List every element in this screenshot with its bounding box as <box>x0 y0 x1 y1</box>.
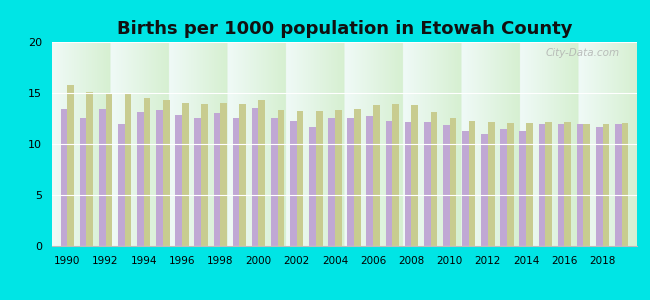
Bar <box>214 113 220 246</box>
Bar <box>60 109 68 246</box>
Bar <box>233 118 239 246</box>
Text: City-Data.com: City-Data.com <box>545 48 619 58</box>
Bar <box>405 122 411 246</box>
Bar <box>450 118 456 246</box>
Bar <box>347 118 354 246</box>
Bar <box>539 124 545 246</box>
Bar <box>603 124 609 246</box>
Bar <box>118 124 125 246</box>
Bar <box>86 92 93 246</box>
Bar <box>239 104 246 246</box>
Bar <box>507 123 514 246</box>
Bar <box>621 123 629 246</box>
Bar <box>290 121 296 246</box>
Bar <box>411 105 418 246</box>
Bar <box>385 121 393 246</box>
Bar <box>220 103 227 246</box>
Bar <box>99 109 105 246</box>
Bar <box>176 116 182 246</box>
Bar <box>163 100 170 246</box>
Bar <box>182 103 188 246</box>
Bar <box>596 127 603 246</box>
Bar <box>443 124 450 246</box>
Bar <box>462 131 469 246</box>
Bar <box>278 110 284 246</box>
Title: Births per 1000 population in Etowah County: Births per 1000 population in Etowah Cou… <box>117 20 572 38</box>
Bar <box>316 111 322 246</box>
Bar <box>430 112 437 246</box>
Bar <box>68 85 74 246</box>
Bar <box>328 118 335 246</box>
Bar <box>481 134 488 246</box>
Bar <box>584 124 590 246</box>
Bar <box>393 104 399 246</box>
Bar <box>469 121 475 246</box>
Bar <box>577 124 584 246</box>
Bar <box>271 118 278 246</box>
Bar <box>354 109 361 246</box>
Bar <box>296 111 304 246</box>
Bar <box>367 116 373 246</box>
Bar <box>80 118 86 246</box>
Bar <box>259 100 265 246</box>
Bar <box>424 122 430 246</box>
Bar <box>144 98 150 246</box>
Bar <box>156 110 163 246</box>
Bar <box>488 122 495 246</box>
Bar <box>500 129 507 246</box>
Bar <box>373 105 380 246</box>
Bar <box>526 123 533 246</box>
Bar <box>558 124 564 246</box>
Bar <box>137 112 144 246</box>
Bar <box>201 104 208 246</box>
Bar <box>252 108 259 246</box>
Bar <box>105 94 112 246</box>
Bar <box>335 110 342 246</box>
Bar <box>194 118 201 246</box>
Bar <box>615 124 621 246</box>
Bar <box>125 94 131 246</box>
Bar <box>545 122 552 246</box>
Bar <box>309 127 316 246</box>
Bar <box>564 122 571 246</box>
Bar <box>519 131 526 246</box>
